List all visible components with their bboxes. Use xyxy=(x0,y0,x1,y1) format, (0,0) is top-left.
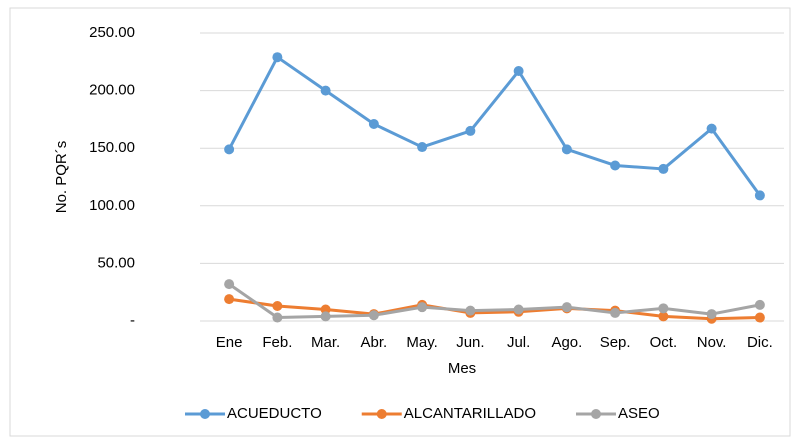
data-point xyxy=(272,52,283,63)
legend-label: ASEO xyxy=(618,405,660,422)
series-line xyxy=(228,282,761,320)
data-point xyxy=(224,144,235,155)
legend-label: ACUEDUCTO xyxy=(227,405,322,422)
x-axis-title: Mes xyxy=(448,360,476,377)
x-tick-label: Nov. xyxy=(697,334,727,351)
data-point xyxy=(513,304,524,315)
x-tick-label: Sep. xyxy=(600,334,631,351)
x-tick-label: Jul. xyxy=(507,334,530,351)
chart-frame xyxy=(9,7,791,437)
series-line xyxy=(228,297,760,321)
y-axis-title: No. PQR´s xyxy=(53,141,70,214)
y-tick-label: 100.00 xyxy=(89,197,135,214)
x-tick-label: Oct. xyxy=(650,334,678,351)
data-point xyxy=(465,125,476,136)
x-tick-label: Abr. xyxy=(361,334,388,351)
y-tick-label: - xyxy=(130,312,135,329)
x-tick-label: May. xyxy=(406,334,437,351)
data-point xyxy=(224,294,235,305)
series-line xyxy=(227,55,762,197)
data-point xyxy=(561,302,572,313)
legend-marker xyxy=(200,409,210,419)
y-tick-label: 150.00 xyxy=(89,139,135,156)
data-point xyxy=(417,142,428,153)
legend-marker xyxy=(591,409,601,419)
data-point xyxy=(754,190,765,201)
data-point xyxy=(658,163,669,174)
data-point xyxy=(658,311,669,322)
data-point xyxy=(272,301,283,312)
x-tick-label: Feb. xyxy=(262,334,292,351)
y-tick-label: 250.00 xyxy=(89,24,135,41)
x-tick-label: Ene xyxy=(216,334,243,351)
data-point xyxy=(465,305,476,316)
data-point xyxy=(754,299,765,310)
data-point xyxy=(610,307,621,318)
data-point xyxy=(224,279,235,290)
data-point xyxy=(272,312,283,323)
x-tick-label: Jun. xyxy=(456,334,484,351)
x-tick-label: Mar. xyxy=(311,334,340,351)
data-point xyxy=(754,312,765,323)
data-point xyxy=(368,310,379,321)
x-tick-label: Ago. xyxy=(551,334,582,351)
data-point xyxy=(417,302,428,313)
data-point xyxy=(320,304,331,315)
data-point xyxy=(706,309,717,320)
legend-marker xyxy=(376,409,387,419)
y-tick-label: 200.00 xyxy=(89,82,135,99)
data-point xyxy=(513,66,524,77)
data-point xyxy=(320,311,331,322)
data-point xyxy=(320,85,331,96)
data-point xyxy=(610,160,621,171)
data-point xyxy=(561,144,572,155)
data-point xyxy=(706,123,717,134)
data-point xyxy=(368,119,379,130)
legend-label: ALCANTARILLADO xyxy=(404,405,536,422)
x-tick-label: Dic. xyxy=(747,334,773,351)
y-tick-label: 50.00 xyxy=(97,254,135,271)
data-point xyxy=(658,303,669,314)
